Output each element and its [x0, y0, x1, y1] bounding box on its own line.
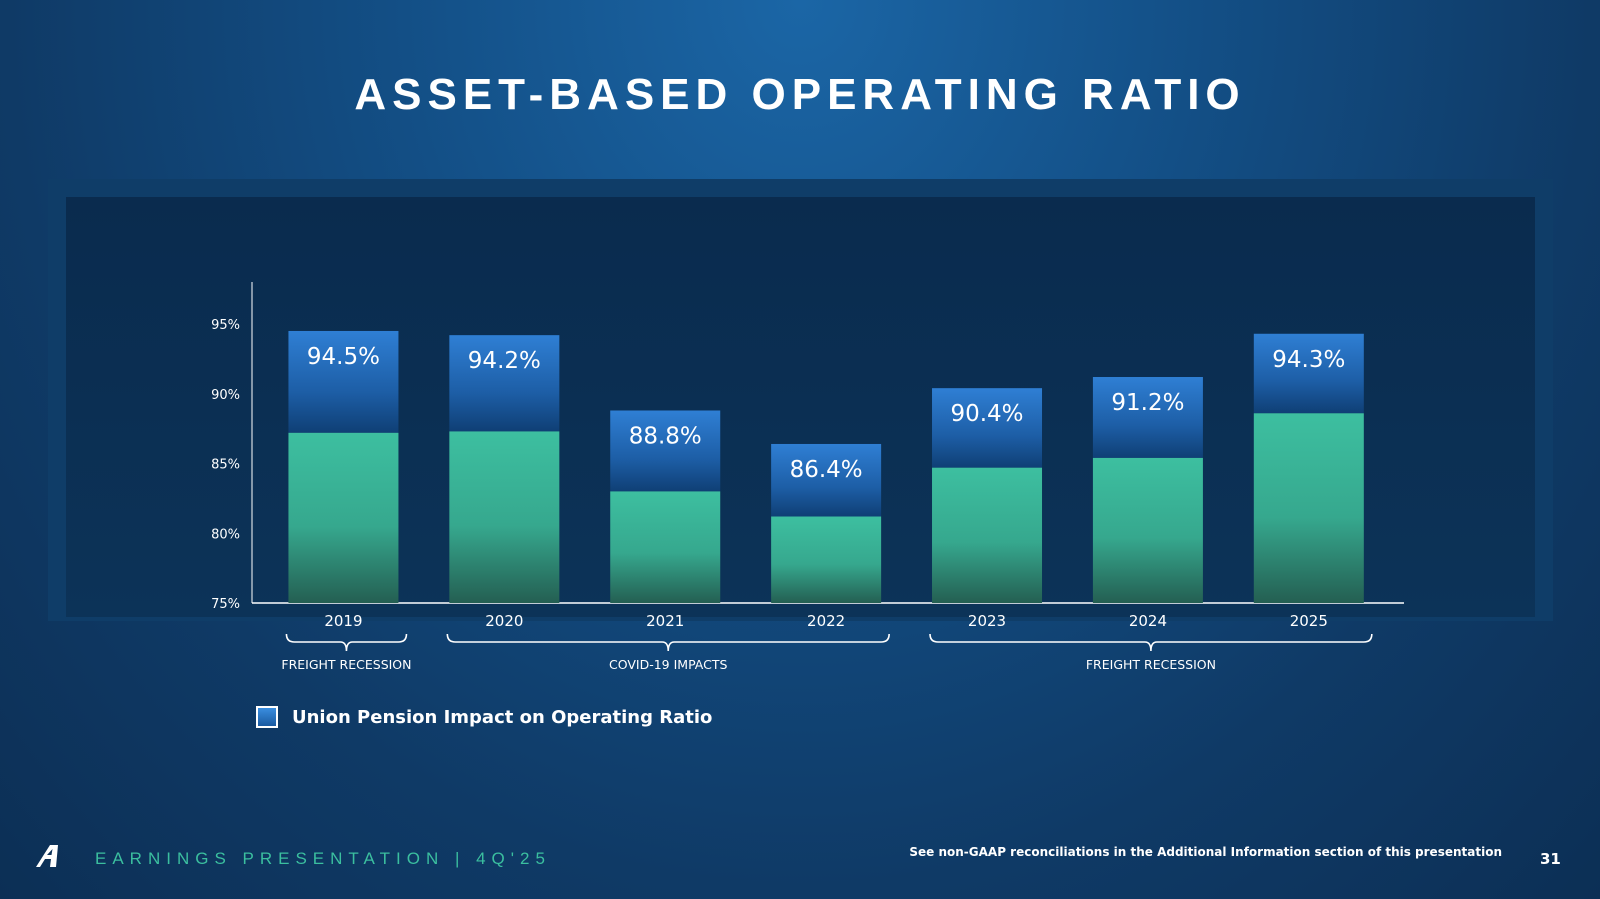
bar-operating-ratio-base: [1092, 457, 1203, 603]
x-tick-label: 2024: [1129, 612, 1167, 630]
legend-swatch-union-pension: [256, 706, 278, 728]
x-tick-label: 2022: [807, 612, 845, 630]
bar-data-label: 90.4%: [950, 401, 1023, 427]
bar-operating-ratio-base: [932, 467, 1043, 603]
y-tick-label: 75%: [211, 597, 240, 612]
y-tick-label: 85%: [211, 458, 240, 473]
bar-union-pension-impact: [1092, 377, 1203, 458]
page-title: ASSET-BASED OPERATING RATIO: [354, 70, 1246, 119]
bar-union-pension-impact: [1253, 333, 1364, 414]
y-tick-label: 80%: [211, 527, 240, 542]
period-label: COVID-19 IMPACTS: [609, 657, 728, 672]
period-label: FREIGHT RECESSION: [281, 657, 411, 672]
x-tick-label: 2025: [1290, 612, 1328, 630]
bar-union-pension-impact: [610, 410, 721, 492]
page-number: 31: [1540, 850, 1561, 868]
x-tick-label: 2021: [646, 612, 684, 630]
period-label: FREIGHT RECESSION: [1086, 657, 1216, 672]
y-tick-label: 90%: [211, 388, 240, 403]
period-brace: [929, 633, 1373, 652]
bar-operating-ratio-base: [288, 432, 399, 603]
footer-presentation-label: EARNINGS PRESENTATION | 4Q'25: [95, 849, 551, 868]
bar-data-label: 94.5%: [307, 344, 380, 370]
company-logo-icon: [36, 845, 58, 867]
bar-operating-ratio-base: [771, 516, 882, 603]
x-tick-label: 2020: [485, 612, 523, 630]
bar-data-label: 91.2%: [1111, 390, 1184, 416]
bar-operating-ratio-base: [1253, 413, 1364, 603]
bar-data-label: 94.2%: [468, 348, 541, 374]
bar-union-pension-impact: [449, 335, 560, 432]
x-tick-label: 2019: [324, 612, 362, 630]
footnote: See non-GAAP reconciliations in the Addi…: [909, 845, 1502, 859]
bar-union-pension-impact: [932, 388, 1043, 468]
chart-legend: Union Pension Impact on Operating Ratio: [256, 706, 712, 728]
bar-operating-ratio-base: [449, 431, 560, 603]
bar-union-pension-impact: [288, 330, 399, 433]
bar-union-pension-impact: [771, 443, 882, 517]
y-tick-label: 95%: [211, 318, 240, 333]
period-brace: [285, 633, 408, 652]
bar-data-label: 88.8%: [629, 423, 702, 449]
legend-label: Union Pension Impact on Operating Ratio: [292, 706, 713, 728]
bar-data-label: 86.4%: [790, 457, 863, 483]
bar-operating-ratio-base: [610, 491, 721, 603]
period-brace: [446, 633, 890, 652]
bar-data-label: 94.3%: [1272, 347, 1345, 373]
x-tick-label: 2023: [968, 612, 1006, 630]
